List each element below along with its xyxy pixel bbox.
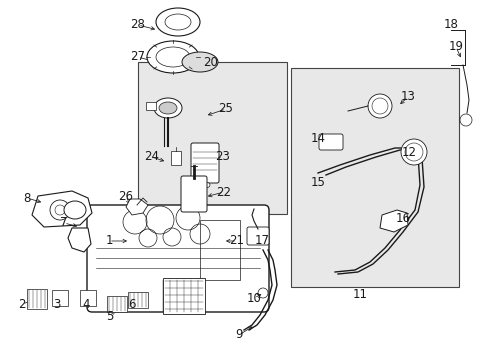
Text: 15: 15: [310, 175, 325, 189]
Ellipse shape: [159, 102, 177, 114]
Text: 20: 20: [203, 55, 218, 68]
Text: 17: 17: [254, 234, 269, 247]
Text: 10: 10: [246, 292, 261, 305]
Text: 4: 4: [82, 297, 90, 310]
Polygon shape: [379, 210, 407, 232]
Text: 6: 6: [128, 297, 136, 310]
Text: 2: 2: [18, 297, 26, 310]
Bar: [163, 278, 204, 314]
Bar: [200, 220, 240, 280]
Polygon shape: [68, 228, 91, 252]
FancyBboxPatch shape: [318, 134, 342, 150]
Text: 14: 14: [310, 131, 325, 144]
Text: 18: 18: [443, 18, 458, 31]
Ellipse shape: [182, 52, 218, 72]
Text: 25: 25: [218, 103, 233, 116]
Text: 24: 24: [144, 150, 159, 163]
Ellipse shape: [147, 41, 199, 73]
Bar: [128, 292, 148, 308]
Circle shape: [367, 94, 391, 118]
Text: 3: 3: [53, 297, 61, 310]
Bar: [80, 290, 96, 306]
Text: 28: 28: [130, 18, 145, 31]
Bar: [27, 289, 47, 309]
Bar: [290, 68, 458, 287]
Bar: [171, 151, 181, 165]
Bar: [107, 296, 127, 312]
Text: 13: 13: [400, 90, 415, 104]
Polygon shape: [32, 191, 92, 227]
Polygon shape: [126, 199, 148, 215]
Text: 16: 16: [395, 211, 409, 225]
Circle shape: [50, 200, 70, 220]
Text: 12: 12: [401, 147, 416, 159]
FancyBboxPatch shape: [87, 205, 268, 312]
Bar: [138, 62, 286, 214]
Ellipse shape: [156, 8, 200, 36]
FancyBboxPatch shape: [181, 176, 206, 212]
Ellipse shape: [64, 201, 86, 219]
Text: 22: 22: [216, 185, 231, 198]
Bar: [52, 290, 68, 306]
Circle shape: [400, 139, 426, 165]
Text: 7: 7: [60, 216, 68, 230]
Bar: [146, 102, 156, 110]
FancyBboxPatch shape: [246, 227, 268, 245]
Text: 11: 11: [352, 288, 367, 302]
Text: 19: 19: [447, 40, 463, 54]
FancyBboxPatch shape: [191, 143, 219, 183]
Text: 21: 21: [229, 234, 244, 248]
Text: 8: 8: [23, 192, 31, 204]
Text: 1: 1: [105, 234, 113, 248]
Text: 5: 5: [106, 310, 113, 323]
Text: 26: 26: [118, 189, 133, 202]
Text: 9: 9: [235, 328, 242, 342]
Text: 23: 23: [215, 150, 230, 163]
Ellipse shape: [200, 182, 209, 188]
Ellipse shape: [154, 98, 182, 118]
Text: 27: 27: [130, 50, 145, 63]
